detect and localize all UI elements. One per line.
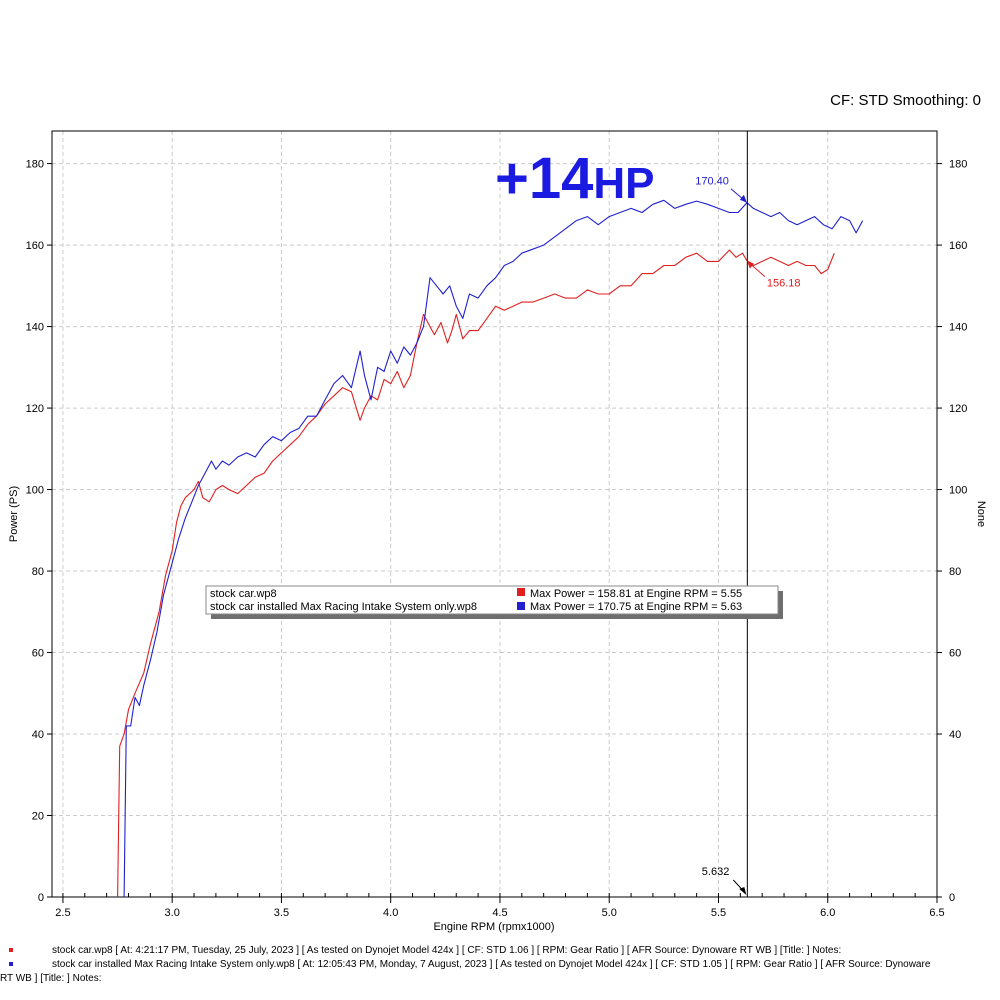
dyno-power-chart: 2.5 3.0 3.5 4.0 4.5 5.0 5.5 6.0 6.5 0 20 40 60 80 100 1… xyxy=(8,130,987,933)
y-right-tick-label-3: 80 xyxy=(949,566,961,578)
x-tick-label-0: 2.5 xyxy=(55,907,70,919)
gain-annotation-unit: HP xyxy=(593,159,654,208)
marker-arrowhead-stock xyxy=(746,260,754,269)
y-right-tick-label-2: 60 xyxy=(949,648,961,660)
cf-smoothing-label: CF: STD Smoothing: 0 xyxy=(830,92,981,109)
cursor: 5.632 170.40 156.18 xyxy=(695,131,801,897)
y-right-tick-label-6: 140 xyxy=(949,322,967,334)
footer-row-intake: stock car installed Max Racing Intake Sy… xyxy=(0,958,1000,972)
legend-file-stock: stock car.wp8 xyxy=(210,588,277,600)
cursor-label-arrowhead xyxy=(739,887,747,895)
legend-swatch-intake xyxy=(517,602,525,610)
y-right-tick-label-0: 0 xyxy=(949,892,955,904)
x-tick-label-6: 5.5 xyxy=(711,907,726,919)
grid-lines xyxy=(52,131,938,897)
footer-row-stock: stock car.wp8 [ At: 4:21:17 PM, Tuesday,… xyxy=(0,944,1000,958)
legend-box: stock car.wp8 stock car installed Max Ra… xyxy=(205,585,783,619)
gain-annotation: +14HP xyxy=(495,146,655,211)
y-tick-label-7: 140 xyxy=(26,322,44,334)
x-tick-label-5: 5.0 xyxy=(602,907,617,919)
plot-frame xyxy=(51,130,938,898)
y-axis-label-right: None xyxy=(975,501,987,527)
marker-label-intake: 170.40 xyxy=(695,176,729,188)
x-tick-label-4: 4.5 xyxy=(492,907,507,919)
x-tick-label-2: 3.5 xyxy=(274,907,289,919)
x-tick-label-3: 4.0 xyxy=(383,907,398,919)
y-right-tick-label-4: 100 xyxy=(949,485,967,497)
footer-run-info: stock car.wp8 [ At: 4:21:17 PM, Tuesday,… xyxy=(0,944,1000,986)
y-tick-label-1: 20 xyxy=(32,811,44,823)
legend-summary-intake: Max Power = 170.75 at Engine RPM = 5.63 xyxy=(530,601,742,613)
series-line-intake xyxy=(123,199,864,898)
x-tick-label-1: 3.0 xyxy=(165,907,180,919)
y-right-tick-label-5: 120 xyxy=(949,403,967,415)
y-axis-label: Power (PS) xyxy=(8,486,20,542)
y-tick-label-6: 120 xyxy=(26,403,44,415)
axis-ticks: 2.5 3.0 3.5 4.0 4.5 5.0 5.5 6.0 6.5 0 20 40 60 80 100 1… xyxy=(26,159,968,919)
series-line-stock xyxy=(117,249,835,898)
footer-marker-stock xyxy=(9,948,13,952)
y-tick-label-3: 60 xyxy=(32,648,44,660)
y-right-tick-label-8: 180 xyxy=(949,159,967,171)
footer-text-stock: stock car.wp8 [ At: 4:21:17 PM, Tuesday,… xyxy=(52,945,842,956)
footer-text-intake: stock car installed Max Racing Intake Sy… xyxy=(52,959,931,970)
x-tick-label-8: 6.5 xyxy=(929,907,944,919)
footer-row-intake-cont: RT WB ] [Title: ] Notes: xyxy=(0,973,102,984)
y-right-tick-label-7: 160 xyxy=(949,240,967,252)
legend-summary-stock: Max Power = 158.81 at Engine RPM = 5.55 xyxy=(530,588,742,600)
series-lines xyxy=(117,199,864,898)
footer-marker-intake xyxy=(9,962,13,966)
y-tick-label-5: 100 xyxy=(26,485,44,497)
y-tick-label-4: 80 xyxy=(32,566,44,578)
x-tick-label-7: 6.0 xyxy=(820,907,835,919)
marker-label-stock: 156.18 xyxy=(767,278,801,290)
y-tick-label-9: 180 xyxy=(26,159,44,171)
y-tick-label-8: 160 xyxy=(26,240,44,252)
cursor-value-label: 5.632 xyxy=(702,866,730,878)
x-axis-label: Engine RPM (rpmx1000) xyxy=(433,921,554,933)
gain-annotation-number: +14 xyxy=(495,146,593,211)
y-tick-label-2: 40 xyxy=(32,729,44,741)
legend-swatch-stock xyxy=(517,588,525,596)
legend-file-intake: stock car installed Max Racing Intake Sy… xyxy=(210,601,477,613)
marker-arrowhead-intake xyxy=(739,194,747,203)
y-right-tick-label-1: 40 xyxy=(949,729,961,741)
y-tick-label-0: 0 xyxy=(38,892,44,904)
